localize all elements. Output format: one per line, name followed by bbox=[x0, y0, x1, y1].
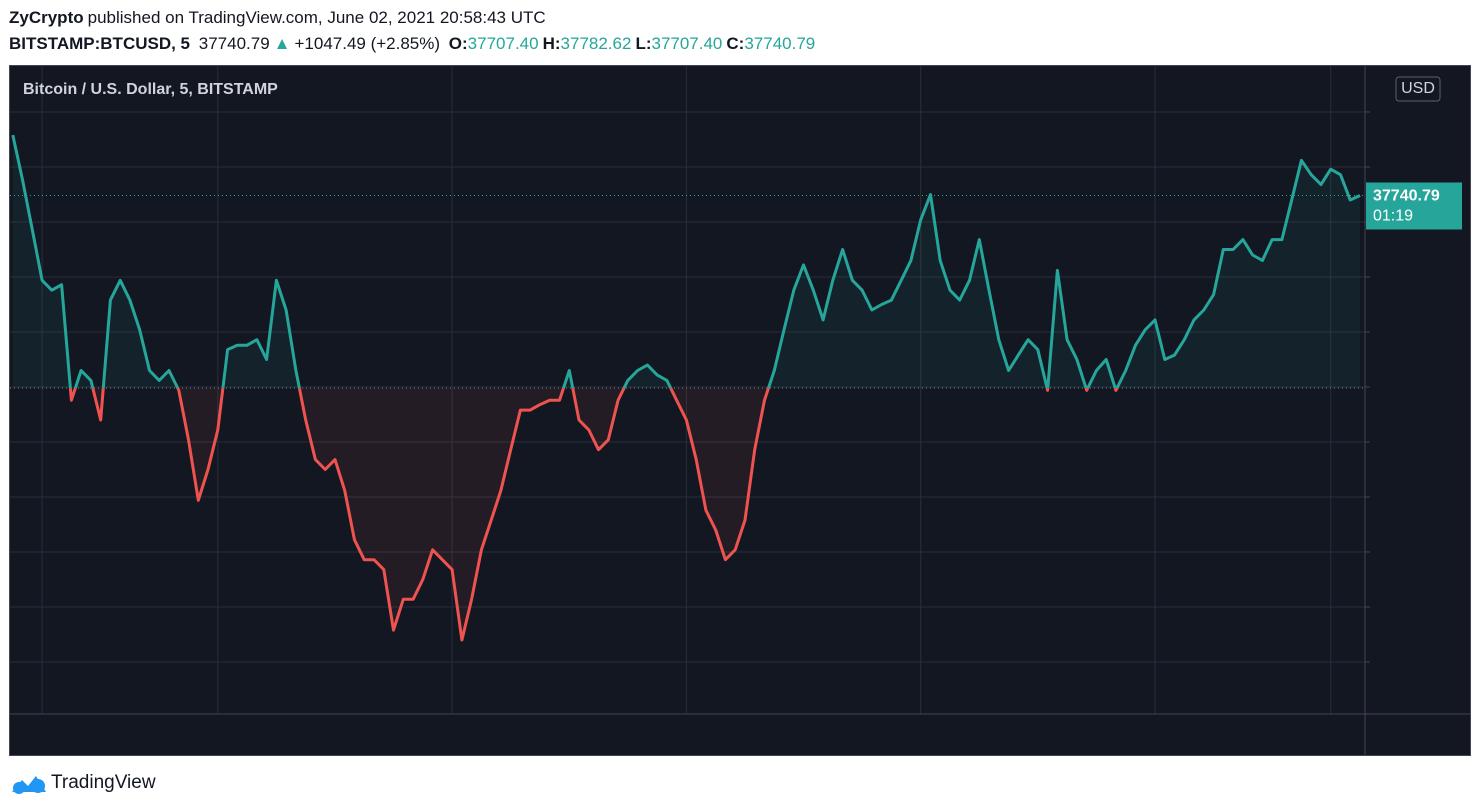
ohlc-value: 37707.40 bbox=[651, 34, 723, 53]
published: published on TradingView.com, June 02, 2… bbox=[87, 8, 546, 27]
footer: TradingView bbox=[10, 772, 156, 794]
price: 37740.79 bbox=[198, 34, 270, 53]
line-down bbox=[68, 388, 1119, 642]
logo bbox=[12, 776, 46, 794]
publisher: ZyCrypto bbox=[9, 8, 84, 27]
publish-line: ZyCrypto published on TradingView.com, Ju… bbox=[9, 8, 550, 28]
ohlc-value: 37782.62 bbox=[560, 34, 632, 53]
symbol-line: BITSTAMP:BTCUSD, 5 37740.79 ▲ +1047.49 (+2… bbox=[9, 34, 823, 54]
brand: TradingView bbox=[51, 772, 156, 793]
last-price-label: 37740.79 bbox=[1373, 188, 1440, 205]
price-label-box bbox=[1366, 182, 1462, 230]
area-down bbox=[70, 388, 1118, 640]
countdown: 01:19 bbox=[1373, 208, 1413, 225]
ohlc-key: C: bbox=[726, 34, 745, 53]
ohlc-value: 37740.79 bbox=[744, 34, 816, 53]
chart-title: Bitcoin / U.S. Dollar, 5, BITSTAMP bbox=[23, 81, 278, 98]
ohlc-key: H: bbox=[542, 34, 561, 53]
chart-frame bbox=[9, 65, 1471, 756]
currency-box bbox=[1395, 76, 1441, 102]
symbol: BITSTAMP:BTCUSD, 5 bbox=[9, 34, 191, 53]
change: +1047.49 (+2.85%) bbox=[294, 34, 441, 53]
ohlc-key: O: bbox=[448, 34, 468, 53]
ohlc-key: L: bbox=[635, 34, 652, 53]
ohlc-value: 37707.40 bbox=[467, 34, 539, 53]
line-up bbox=[11, 134, 1361, 389]
currency: USD bbox=[1401, 80, 1435, 97]
arrow: ▲ bbox=[273, 34, 291, 53]
ohlc: O:37707.40 H:37782.62 L:37707.40 C:37740.79 bbox=[449, 34, 819, 53]
